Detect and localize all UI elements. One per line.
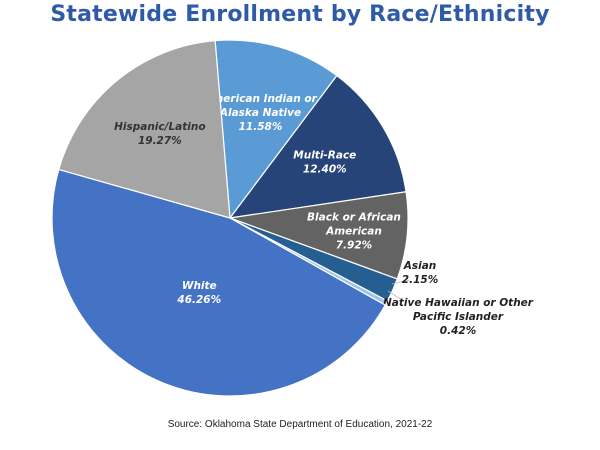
leader-line-3 (391, 279, 411, 285)
chart-title: Statewide Enrollment by Race/Ethnicity (50, 2, 550, 27)
slice-label-3: Asian 2.15% (402, 260, 438, 286)
slice-value: 2.15% (402, 274, 438, 286)
slice-label-1: Multi-Race 12.40% (293, 150, 356, 176)
source-note: Source: Oklahoma State Department of Edu… (167, 419, 433, 430)
pie-slice-0 (214, 39, 338, 220)
slice-name: Multi-Race (293, 150, 356, 162)
slice-value: 12.40% (303, 164, 347, 176)
slice-value: 19.27% (138, 135, 182, 147)
pie-slice-1 (228, 74, 407, 219)
slice-name: Native Hawaiian or Other (383, 297, 534, 309)
pie-slice-6 (58, 39, 231, 219)
slice-label-4: Native Hawaiian or Other Pacific Islander… (383, 297, 534, 337)
slice-name: Alaska Native (219, 107, 301, 119)
slice-value: 0.42% (440, 325, 476, 337)
slice-label-5: White 46.26% (176, 280, 221, 306)
slice-name: Hispanic/Latino (114, 121, 205, 133)
slice-label-6: Hispanic/Latino 19.27% (114, 121, 205, 147)
slice-label-2: Black or African American 7.92% (307, 212, 401, 252)
slice-name: Asian (403, 260, 437, 272)
slice-name: Pacific Islander (413, 311, 504, 323)
leader-line-4 (387, 290, 403, 301)
slice-name: White (182, 280, 217, 292)
slice-value: 11.58% (239, 121, 283, 133)
slice-name: American (325, 226, 382, 238)
slice-value: 7.92% (336, 240, 372, 252)
slice-name: American Indian or (203, 93, 317, 105)
slice-value: 46.26% (176, 294, 221, 306)
slice-name: Black or African (307, 212, 401, 224)
slice-label-0: American Indian or Alaska Native 11.58% (203, 93, 317, 133)
pie-slice-5 (51, 168, 387, 397)
